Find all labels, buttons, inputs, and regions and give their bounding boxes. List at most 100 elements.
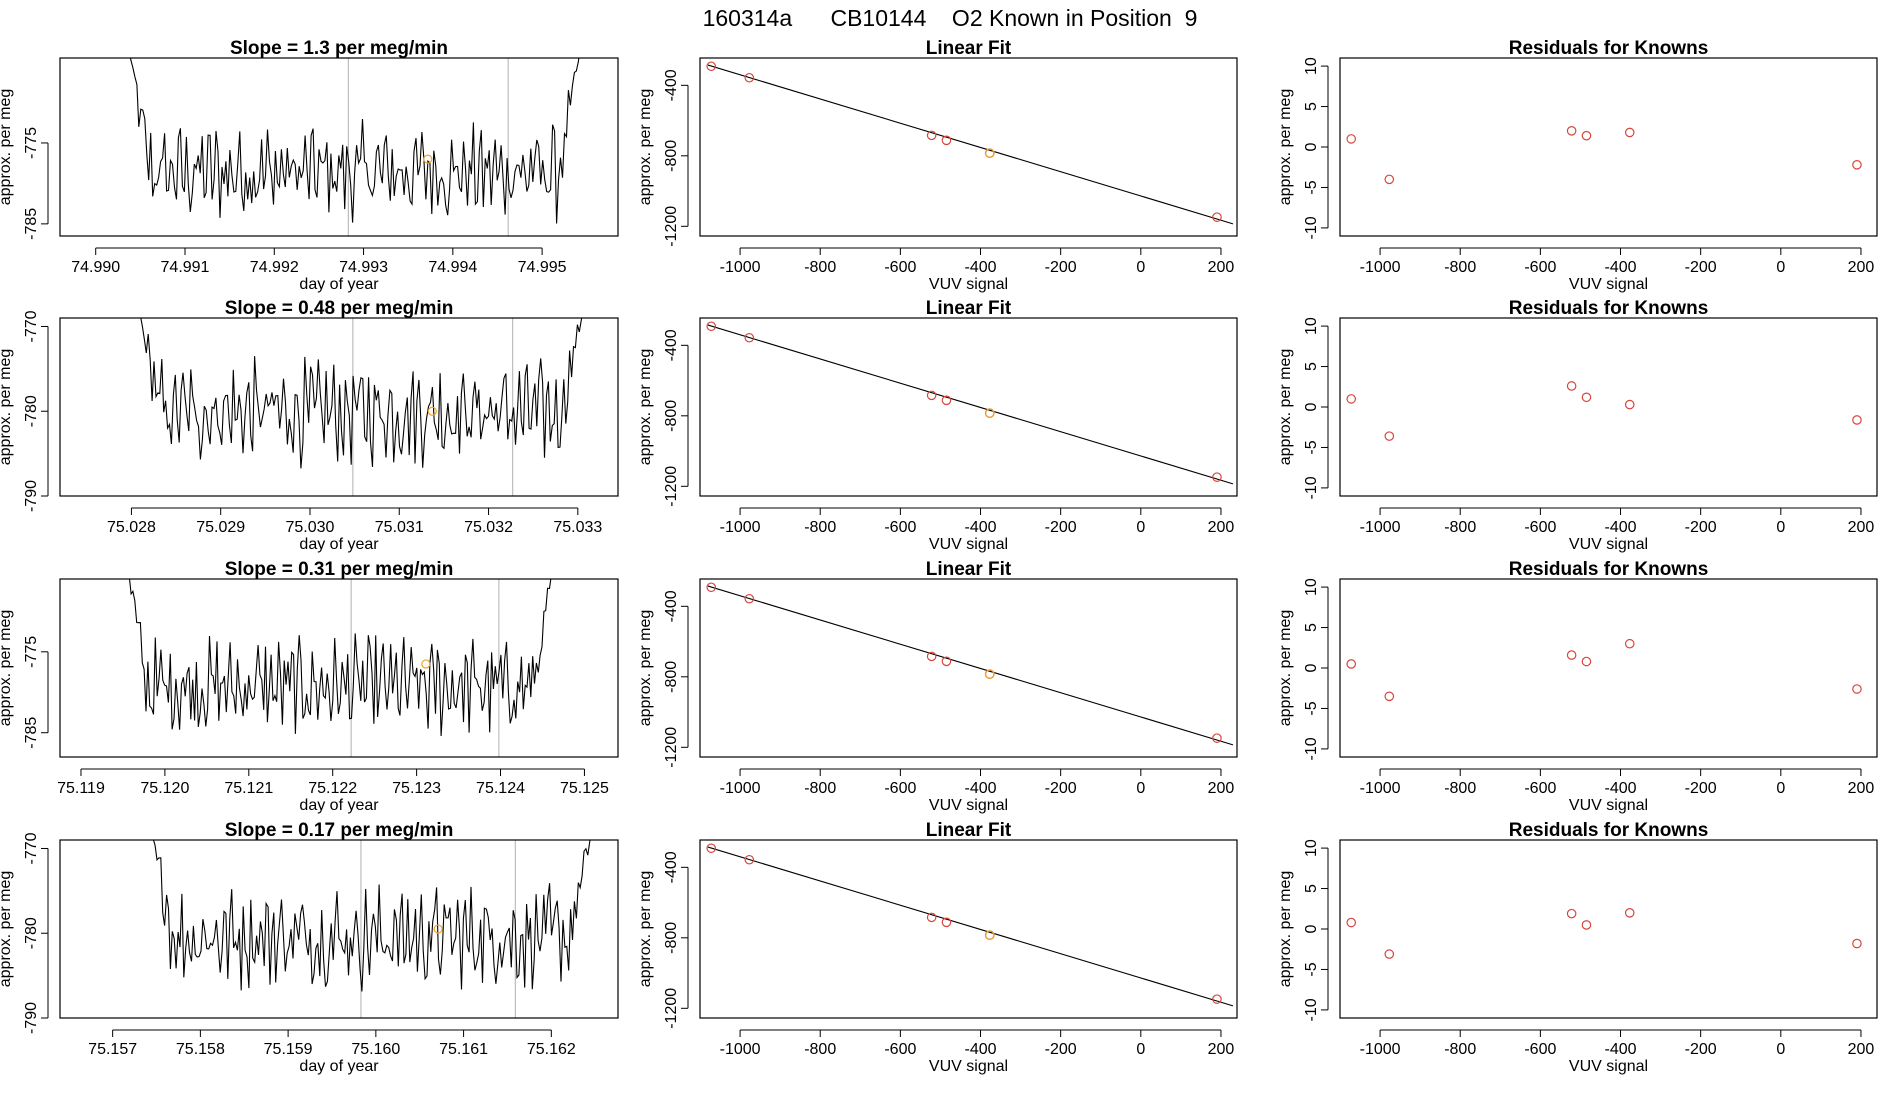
fit-line (707, 64, 1234, 225)
x-axis-label: VUV signal (929, 276, 1008, 293)
y-tick-label: -800 (663, 661, 680, 693)
signal-trace (140, 318, 583, 469)
panel-title: Slope = 0.48 per meg/min (225, 298, 454, 319)
plot-frame (59, 57, 619, 237)
y-tick-label: -800 (663, 922, 680, 954)
x-axis: -1000 -800 -600 -400 -200 0 200 (1360, 507, 1874, 536)
x-tick-label: 75.030 (286, 519, 335, 536)
y-tick-label: 0 (1303, 663, 1320, 672)
x-tick-label: 200 (1208, 519, 1235, 536)
y-axis-label: approx. per meg (1277, 89, 1294, 206)
y-tick-label: -400 (663, 329, 680, 361)
plot-frame (59, 317, 619, 497)
panels-grid: Slope = 1.3 per meg/min 74.990 74.991 74.99… (0, 38, 1878, 1075)
data-point (706, 321, 717, 332)
page-title: 160314a CB10144 O2 Known in Position 9 (703, 5, 1198, 31)
data-point (1566, 126, 1577, 136)
x-axis-label: VUV signal (1569, 276, 1648, 293)
data-point (1212, 994, 1222, 1004)
data-point (1212, 212, 1222, 222)
x-tick-label: -200 (1685, 780, 1717, 797)
x-tick-label: 200 (1208, 780, 1235, 797)
y-tick-label: -770 (23, 832, 40, 864)
x-tick-label: 75.161 (439, 1041, 488, 1058)
y-tick-label: 0 (1303, 402, 1320, 411)
data-point (1581, 920, 1592, 930)
x-tick-label: 0 (1776, 519, 1785, 536)
plot-frame (1339, 839, 1878, 1019)
data-point (941, 656, 952, 667)
data-point (1346, 917, 1357, 928)
y-tick-label: -785 (23, 717, 40, 749)
x-tick-label: -1000 (720, 1041, 761, 1058)
y-axis: -400 -800 -1200 (663, 69, 689, 247)
unknown-marker (421, 659, 431, 669)
x-tick-label: 0 (1776, 1041, 1785, 1058)
panel-title: Residuals for Knowns (1509, 820, 1709, 841)
data-point (744, 593, 755, 604)
x-axis-label: VUV signal (1569, 797, 1648, 814)
y-axis: 10 5 0 -5 -10 (1303, 57, 1329, 239)
x-axis-label: day of year (299, 797, 379, 814)
x-tick-label: -1000 (720, 780, 761, 797)
panel-fit-0: Linear Fit -1000 -800 -600 -400 -200 0 200 VUV s… (637, 38, 1238, 293)
plot-area (1346, 908, 1862, 959)
unknown-point (984, 148, 995, 159)
x-tick-label: 200 (1208, 1041, 1235, 1058)
data-point (1346, 659, 1357, 669)
y-tick-label: -800 (663, 400, 680, 432)
y-tick-label: -10 (1303, 216, 1320, 239)
x-tick-label: -800 (1444, 1041, 1476, 1058)
y-axis-label: approx. per meg (1277, 610, 1294, 727)
x-axis-label: VUV signal (929, 536, 1008, 553)
y-tick-label: -800 (663, 140, 680, 172)
data-point (1212, 472, 1222, 482)
panel-title: Residuals for Knowns (1509, 298, 1709, 319)
x-axis: -1000 -800 -600 -400 -200 0 200 (720, 1029, 1235, 1058)
x-tick-label: -600 (1524, 1041, 1556, 1058)
x-tick-label: -400 (965, 519, 997, 536)
plot-frame (699, 57, 1238, 237)
plot-area (706, 843, 1234, 1007)
y-axis: 10 5 0 -5 -10 (1303, 317, 1329, 499)
y-tick-label: -5 (1303, 440, 1320, 454)
x-axis: -1000 -800 -600 -400 -200 0 200 (1360, 768, 1875, 797)
x-tick-label: -400 (1605, 259, 1637, 276)
panel-res-1: Residuals for Knowns-1000 -800 -600 -400 -20… (1277, 298, 1878, 553)
y-axis: -770 -780 -790 (23, 310, 49, 512)
y-tick-label: -790 (23, 1002, 40, 1034)
x-tick-label: -600 (884, 259, 916, 276)
panel-title: Residuals for Knowns (1509, 559, 1709, 580)
data-point (941, 395, 952, 406)
x-tick-label: -200 (1685, 519, 1717, 536)
plot-area (140, 318, 583, 496)
x-axis-label: VUV signal (929, 797, 1008, 814)
data-point (1581, 130, 1592, 141)
panel-title: Linear Fit (926, 38, 1012, 59)
x-axis-label: day of year (299, 536, 379, 553)
plot-frame (699, 317, 1238, 497)
y-axis: -770 -780 -790 (23, 832, 49, 1034)
y-tick-label: 0 (1303, 142, 1320, 151)
x-tick-label: -1000 (1360, 259, 1401, 276)
x-tick-label: -600 (1524, 519, 1556, 536)
y-tick-label: -10 (1303, 737, 1320, 760)
data-point (1624, 638, 1635, 649)
x-tick-label: -1000 (1360, 1041, 1401, 1058)
y-axis: -400 -800 -1200 (663, 851, 689, 1029)
data-point (1852, 938, 1862, 949)
data-point (744, 72, 755, 83)
x-tick-label: -800 (804, 780, 836, 797)
plot-area (152, 840, 591, 1018)
x-axis: 74.990 74.991 74.992 74.993 74.994 74.995 (71, 247, 567, 276)
x-tick-label: 0 (1136, 1041, 1145, 1058)
plot-frame (59, 578, 619, 758)
x-tick-label: -400 (965, 1041, 997, 1058)
panel-title: Slope = 0.31 per meg/min (225, 559, 454, 580)
x-tick-label: 200 (1848, 780, 1875, 797)
panel-title: Slope = 1.3 per meg/min (230, 38, 448, 59)
x-tick-label: -600 (884, 780, 916, 797)
y-axis-label: approx. per meg (637, 871, 654, 988)
data-point (926, 651, 937, 662)
